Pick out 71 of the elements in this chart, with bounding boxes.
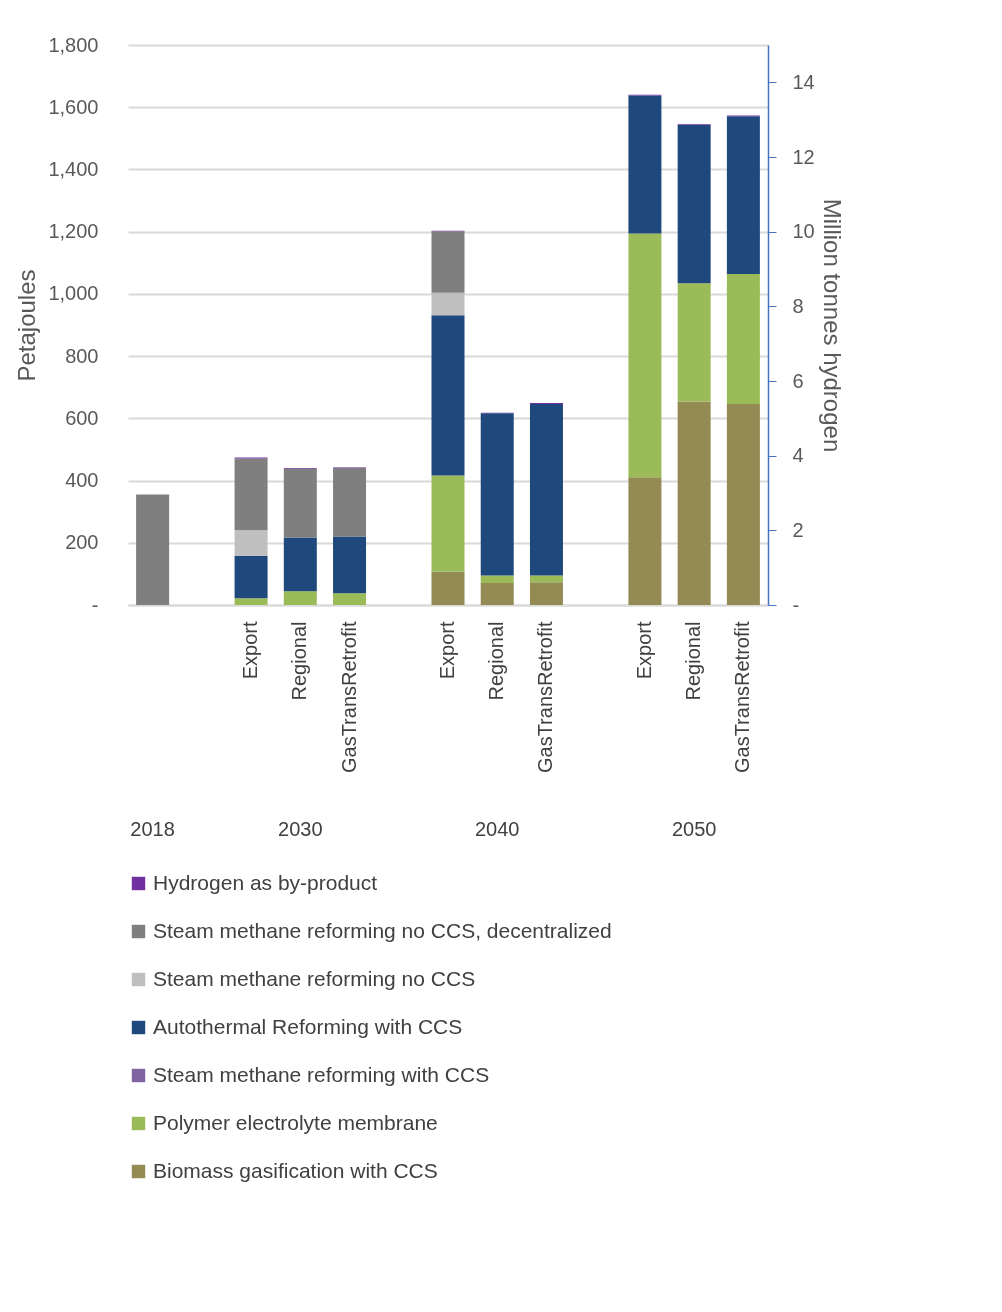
bar — [628, 233, 662, 478]
bar — [628, 95, 662, 234]
text: 2050 — [671, 818, 717, 840]
text: 2030 — [278, 818, 323, 840]
y2-tick-label: 4 — [792, 444, 804, 467]
y-tick-label: 400 — [65, 469, 99, 492]
bar — [136, 494, 170, 605]
x-tick-label: Export — [436, 621, 458, 680]
y2-axis-title: Million tonnes hydrogen — [818, 198, 846, 453]
y2-tick-label: 10 — [792, 220, 815, 243]
bar — [431, 571, 465, 605]
y2-tick-label: - — [792, 593, 800, 616]
bar — [234, 598, 268, 605]
x-tick-label: Export — [239, 621, 262, 680]
bar — [529, 582, 563, 605]
bar — [726, 116, 760, 274]
bar — [283, 537, 317, 592]
bar — [234, 458, 268, 531]
bar — [726, 273, 760, 405]
bar — [234, 555, 268, 599]
bar — [677, 124, 711, 284]
bar — [529, 404, 563, 576]
y2-tick-label: 12 — [792, 145, 815, 168]
bar — [234, 530, 268, 556]
bar — [283, 591, 317, 605]
bar — [283, 468, 317, 538]
y-tick-label: 1,600 — [48, 95, 99, 118]
legend-label: Steam methane reforming no CCS, decentralized — [153, 918, 612, 942]
x-tick-label: Regional — [485, 621, 508, 701]
bar — [529, 575, 563, 583]
y-tick-label: 1,000 — [48, 282, 99, 305]
text: 2018 — [130, 818, 175, 840]
bar — [431, 475, 465, 572]
bar — [431, 231, 465, 293]
y2-tick-label: 8 — [792, 294, 804, 317]
bar — [480, 575, 514, 583]
legend-label: Autothermal Reforming with CCS — [153, 1014, 463, 1038]
legend-label: Steam methane reforming no CCS — [153, 966, 476, 990]
x-tick-label: Regional — [288, 621, 311, 701]
bar — [480, 582, 514, 605]
bar — [677, 283, 711, 402]
bar — [628, 477, 662, 605]
x-tick-label: Export — [632, 621, 655, 680]
text: 2040 — [474, 818, 520, 840]
y-tick-label: 200 — [65, 531, 99, 554]
bar — [677, 401, 711, 605]
y2-tick-label: 14 — [792, 70, 815, 93]
legend-label: Hydrogen as by-product — [153, 870, 378, 894]
y-tick-label: 800 — [65, 344, 99, 367]
bar — [480, 413, 514, 576]
y-tick-label: - — [91, 593, 99, 616]
y-tick-label: 1,800 — [48, 33, 99, 56]
y2-tick-label: 2 — [792, 518, 804, 541]
legend-label: Polymer electrolyte membrane — [153, 1110, 438, 1134]
legend-label: Biomass gasification with CCS — [153, 1158, 438, 1182]
bar — [333, 593, 367, 605]
x-tick-label: GasTransRetrofit — [731, 621, 754, 774]
x-tick-label: GasTransRetrofit — [534, 621, 557, 774]
bar — [726, 404, 760, 605]
bar — [431, 315, 465, 476]
y-tick-label: 1,200 — [48, 220, 99, 243]
y-axis-title: Petajoules — [13, 269, 41, 382]
y2-tick-label: 6 — [792, 369, 804, 392]
legend-label: Steam methane reforming with CCS — [153, 1062, 490, 1086]
y-tick-label: 600 — [65, 406, 99, 429]
bar — [431, 292, 465, 316]
bar — [333, 536, 367, 594]
x-tick-label: Regional — [682, 621, 705, 701]
y-tick-label: 1,400 — [48, 157, 99, 180]
x-tick-label: GasTransRetrofit — [337, 621, 360, 774]
bar — [333, 467, 367, 537]
